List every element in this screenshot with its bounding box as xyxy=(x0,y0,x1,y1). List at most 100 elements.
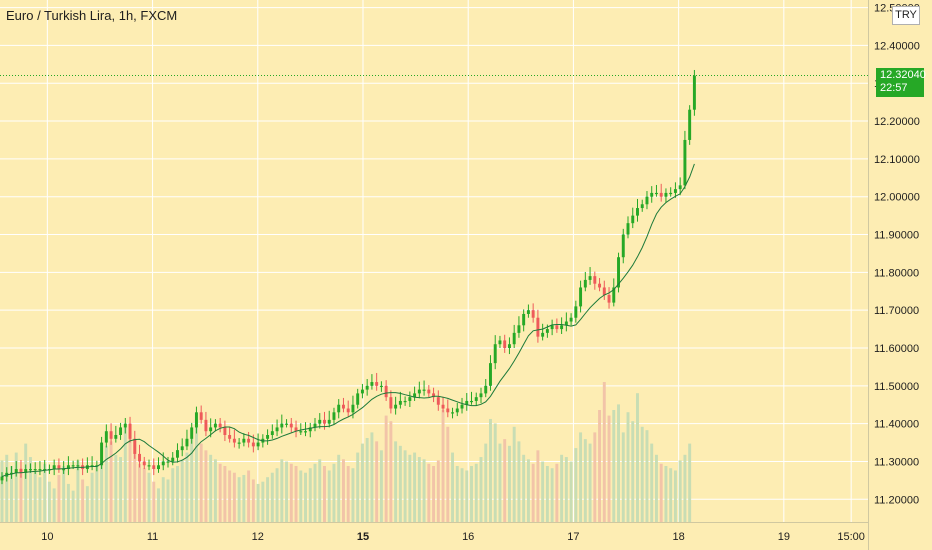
candle-body xyxy=(607,295,611,303)
candle xyxy=(460,397,464,414)
volume-bar xyxy=(507,445,511,522)
candle xyxy=(66,456,70,476)
candle-body xyxy=(138,453,142,462)
volume-bar xyxy=(455,466,459,522)
volume-bar xyxy=(90,472,94,522)
candle-body xyxy=(474,397,478,401)
volume-bar xyxy=(109,441,113,522)
candle-body xyxy=(460,404,464,409)
volume-bar xyxy=(522,454,526,522)
candle-body xyxy=(636,208,639,216)
candle-body xyxy=(626,223,630,235)
candle xyxy=(422,380,426,396)
volume-bar xyxy=(555,463,559,522)
price-tick-label: 12.20000 xyxy=(874,116,920,128)
candle-body xyxy=(43,469,47,471)
volume-bar xyxy=(394,441,398,522)
candle xyxy=(346,400,350,418)
candle-body xyxy=(403,400,407,403)
candle-body xyxy=(237,442,241,444)
candle xyxy=(489,355,492,391)
volume-bar xyxy=(408,454,412,522)
volume-bar xyxy=(14,452,18,522)
candle xyxy=(479,387,483,404)
price-tick-label: 11.80000 xyxy=(874,267,919,279)
volume-bar xyxy=(474,463,478,522)
candle xyxy=(536,309,540,343)
volume-bar xyxy=(673,470,677,522)
price-tick-label: 11.50000 xyxy=(874,381,919,393)
candle-body xyxy=(526,310,530,314)
volume-bar xyxy=(81,479,85,522)
volume-bar xyxy=(256,483,260,522)
candle-body xyxy=(28,469,32,471)
time-tick-label: 11 xyxy=(147,531,158,543)
volume-bar xyxy=(451,452,455,522)
candle xyxy=(517,316,521,338)
candle-body xyxy=(209,427,213,432)
candle xyxy=(436,390,440,411)
volume-bar xyxy=(626,412,630,522)
candle-body xyxy=(422,389,426,391)
candle-body xyxy=(612,287,616,303)
candle-body xyxy=(294,427,298,432)
volume-bar xyxy=(417,457,421,522)
candle-body xyxy=(645,196,649,205)
volume-bar xyxy=(180,459,184,522)
candle xyxy=(569,313,573,326)
candle xyxy=(204,411,208,437)
candle xyxy=(14,461,18,477)
candle xyxy=(270,424,274,439)
candle xyxy=(417,381,421,399)
candle xyxy=(194,406,198,434)
time-axis[interactable]: 10 11 12 15 16 17 18 19 15:00 xyxy=(41,531,865,543)
candle-body xyxy=(512,332,516,345)
candles xyxy=(0,69,696,485)
candle-body xyxy=(275,427,279,432)
candle-body xyxy=(100,442,104,466)
volume-bar xyxy=(569,461,573,522)
candle-body xyxy=(337,404,341,413)
candle-body xyxy=(119,427,123,435)
candle xyxy=(617,252,620,293)
volume-bar xyxy=(640,426,644,522)
candle xyxy=(541,323,545,341)
candle xyxy=(147,459,151,471)
candle xyxy=(470,391,473,405)
candle xyxy=(356,388,360,409)
candle xyxy=(403,396,407,406)
candle xyxy=(341,397,345,413)
candle-body xyxy=(465,400,469,405)
candle xyxy=(512,324,516,348)
candle xyxy=(654,184,658,197)
candle-body xyxy=(451,412,455,414)
candle-body xyxy=(470,400,473,403)
candle-body xyxy=(384,385,388,398)
candle-body xyxy=(588,276,592,280)
volume-bar xyxy=(465,470,469,522)
candle xyxy=(38,461,42,476)
candle-body xyxy=(176,450,179,458)
candle xyxy=(607,287,611,309)
candle xyxy=(408,391,412,408)
currency-badge[interactable]: TRY xyxy=(892,6,920,25)
volume-bar xyxy=(85,486,89,522)
candle xyxy=(526,304,530,318)
volume-bar xyxy=(166,479,170,522)
volume-bar xyxy=(654,454,658,522)
volume-bar xyxy=(285,461,289,522)
candle xyxy=(138,444,142,468)
volume-bar xyxy=(683,454,687,522)
volume-bar xyxy=(57,474,61,522)
candle xyxy=(602,280,606,300)
candle-body xyxy=(493,344,497,364)
candle-body xyxy=(569,317,573,322)
volume-bar xyxy=(289,463,293,522)
candle xyxy=(90,456,94,471)
candle xyxy=(0,472,4,485)
candle-body xyxy=(71,465,75,467)
volume-bar xyxy=(550,468,554,522)
candle-body xyxy=(507,344,511,348)
